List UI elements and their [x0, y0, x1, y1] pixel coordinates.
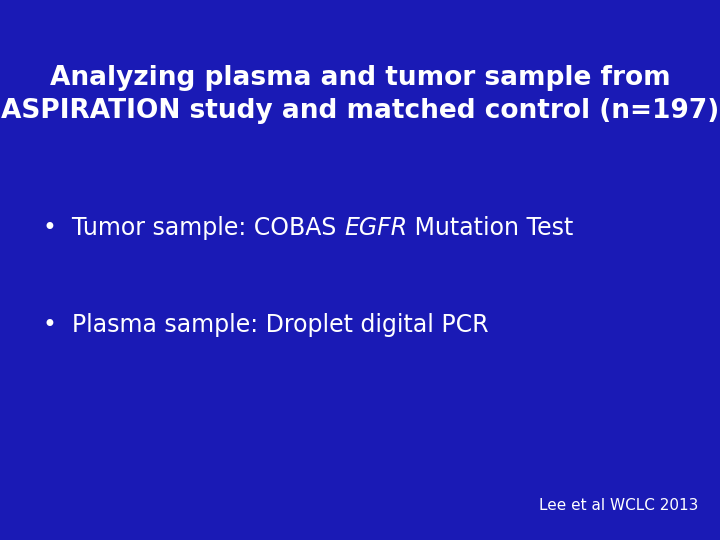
Text: Analyzing plasma and tumor sample from
ASPIRATION study and matched control (n=1: Analyzing plasma and tumor sample from A… — [1, 65, 719, 124]
Text: Lee et al WCLC 2013: Lee et al WCLC 2013 — [539, 498, 698, 513]
Text: •  Tumor sample: COBAS: • Tumor sample: COBAS — [43, 216, 344, 240]
Text: Mutation Test: Mutation Test — [408, 216, 574, 240]
Text: •  Plasma sample: Droplet digital PCR: • Plasma sample: Droplet digital PCR — [43, 313, 489, 337]
Text: EGFR: EGFR — [344, 216, 408, 240]
